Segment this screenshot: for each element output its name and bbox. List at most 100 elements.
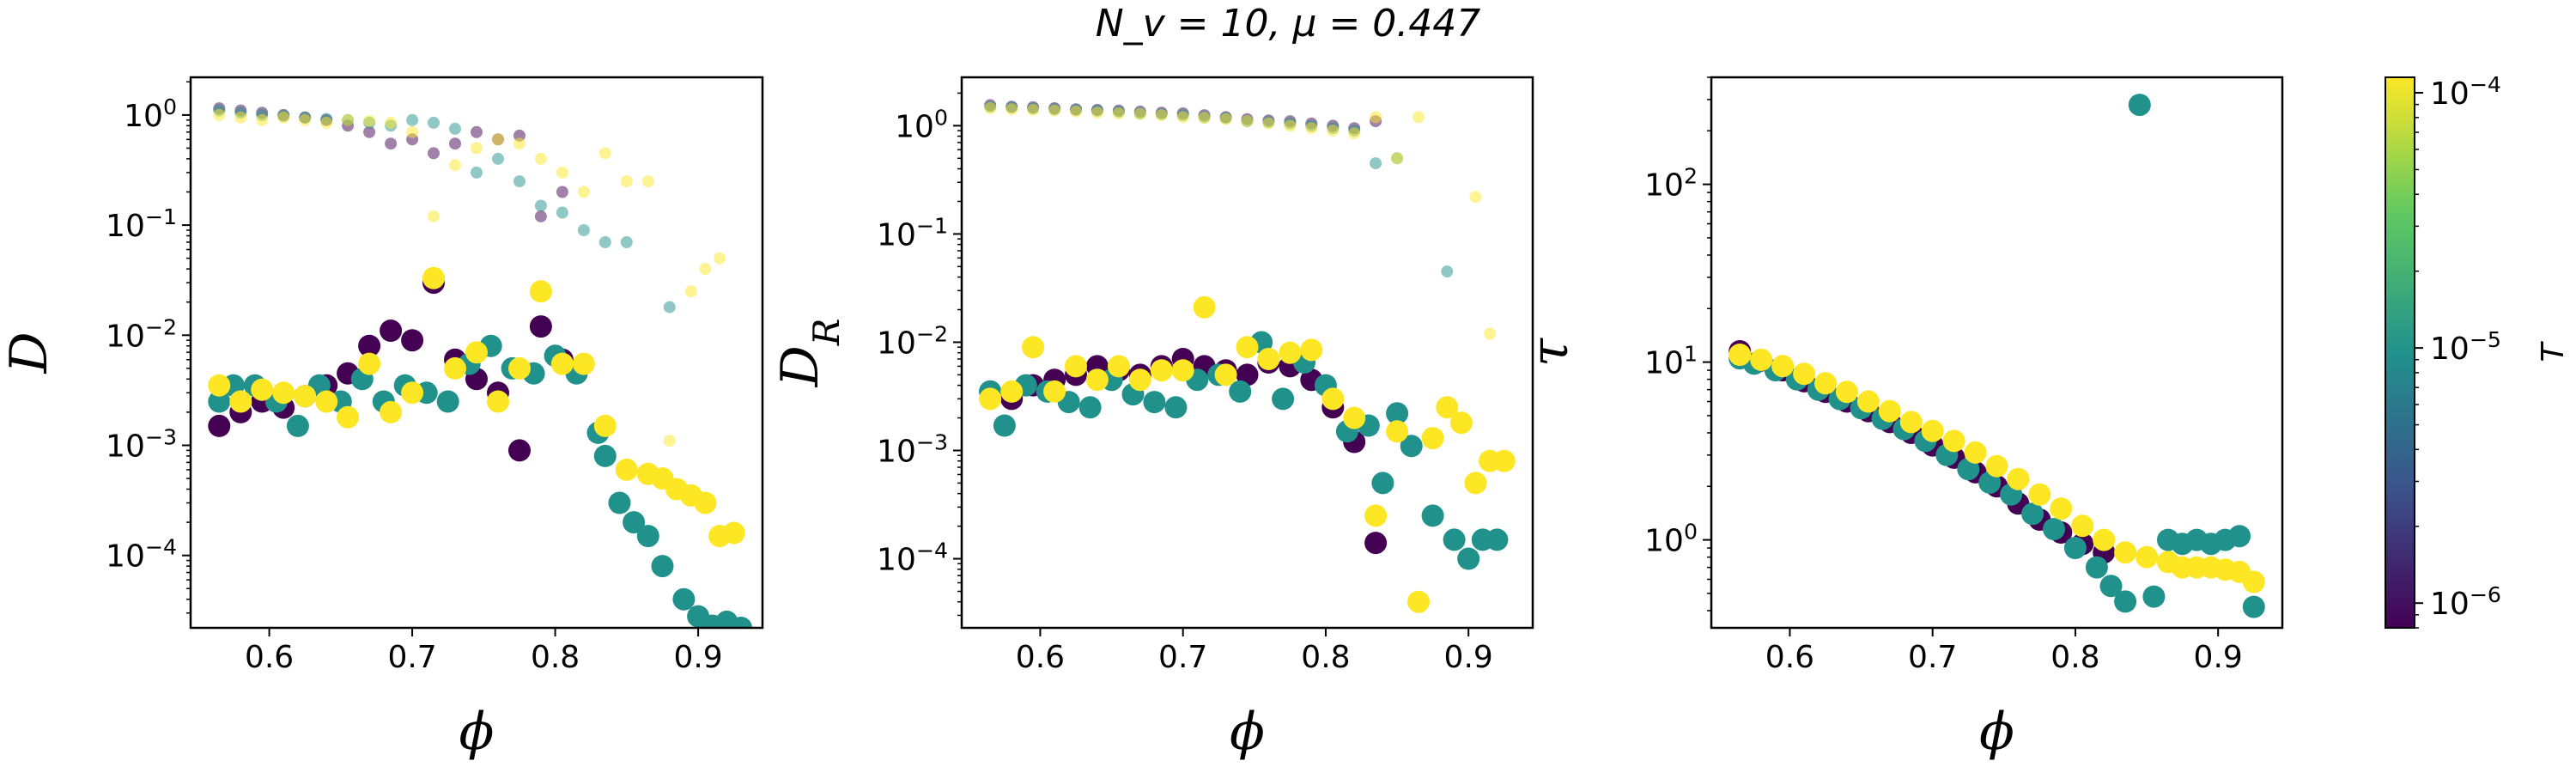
data-point: [1469, 191, 1482, 204]
data-point: [1436, 396, 1459, 419]
data-point: [2085, 556, 2108, 579]
data-point: [1391, 152, 1404, 165]
scatter-panel-1: 0.6 0.7 0.8 0.9 10−4 10−3 10−2 10−1 100 ϕ D: [0, 76, 764, 762]
data-point: [684, 285, 697, 298]
data-point: [620, 175, 633, 188]
data-point: [428, 210, 440, 222]
x-tick-label: 0.7: [1908, 640, 1957, 675]
data-point: [1421, 504, 1444, 527]
data-point: [1155, 109, 1168, 122]
colorbar-tick-label: 10−4: [2430, 72, 2501, 113]
data-point: [320, 116, 333, 129]
data-point: [984, 102, 997, 114]
y-tick-label: 101: [1644, 341, 1698, 381]
y-tick-label: 10−2: [877, 321, 948, 362]
data-point: [651, 555, 674, 578]
data-point: [385, 116, 398, 129]
data-point: [672, 587, 696, 611]
data-point: [2050, 497, 2073, 520]
data-point: [623, 511, 646, 534]
data-point: [1229, 380, 1252, 403]
data-point: [1262, 117, 1275, 130]
data-point: [556, 206, 568, 219]
data-point: [401, 381, 424, 405]
data-point: [1078, 396, 1102, 419]
data-point: [1005, 103, 1018, 116]
data-point: [1964, 441, 1987, 464]
data-point: [550, 352, 574, 375]
data-point: [1133, 107, 1146, 120]
data-point: [428, 147, 440, 160]
data-point: [1750, 348, 1773, 371]
y-tick-label: 10−3: [877, 429, 948, 470]
data-point: [615, 458, 638, 481]
x-tick-label: 0.9: [2194, 640, 2243, 675]
data-point: [577, 186, 590, 198]
data-point: [234, 111, 247, 124]
data-point: [385, 137, 398, 150]
data-point: [444, 356, 466, 380]
data-point: [342, 113, 355, 126]
x-tick-label: 0.8: [1301, 640, 1350, 675]
data-point: [449, 137, 461, 150]
data-point: [1364, 504, 1388, 527]
data-point: [358, 352, 381, 375]
points-group: [979, 99, 1516, 613]
data-point: [1000, 380, 1024, 403]
data-point: [337, 405, 360, 429]
data-point: [229, 390, 252, 413]
data-point: [1065, 355, 1087, 378]
data-point: [1413, 111, 1425, 124]
data-point: [593, 414, 617, 437]
data-point: [529, 280, 552, 303]
axes-frame: [1710, 76, 2284, 630]
scatter-panel-3: 0.6 0.7 0.8 0.9 100 101 102 ϕ τ: [1520, 76, 2284, 762]
data-point: [2093, 528, 2116, 551]
x-axis-label: ϕ: [459, 702, 495, 762]
data-point: [1814, 372, 1837, 395]
data-point: [449, 122, 461, 135]
data-point: [556, 166, 568, 179]
data-point: [1214, 363, 1237, 386]
data-point: [1985, 454, 2008, 478]
y-tick-label: 10−3: [106, 424, 177, 465]
data-point: [1257, 348, 1280, 370]
data-point: [1128, 368, 1151, 392]
data-point: [1878, 399, 1901, 423]
data-point: [380, 320, 403, 342]
data-point: [1219, 113, 1232, 125]
data-point: [358, 334, 381, 357]
data-point: [577, 224, 590, 236]
data-point: [1457, 547, 1480, 570]
y-axis-label: D: [0, 332, 59, 374]
x-tick-label: 0.8: [531, 640, 580, 675]
data-point: [2136, 545, 2159, 569]
data-point: [1091, 107, 1103, 119]
data-point: [208, 414, 231, 437]
data-point: [694, 491, 717, 514]
data-point: [572, 352, 595, 375]
data-point: [1421, 427, 1444, 450]
data-point: [2114, 590, 2137, 613]
data-point: [471, 166, 483, 179]
data-point: [1305, 122, 1318, 135]
colorbar-tick-label: 10−5: [2430, 327, 2501, 368]
data-point: [1300, 338, 1323, 362]
y-tick-label: 10−1: [877, 213, 948, 253]
data-point: [1386, 402, 1409, 425]
data-point: [1343, 406, 1366, 429]
data-point: [722, 521, 745, 545]
data-point: [1236, 336, 1259, 359]
data-point: [299, 113, 312, 126]
x-tick-label: 0.7: [1158, 640, 1207, 675]
data-point: [1171, 359, 1194, 382]
y-tick-label: 100: [1644, 519, 1698, 559]
data-point: [208, 374, 231, 397]
data-point: [1492, 449, 1516, 472]
data-point: [534, 152, 547, 165]
data-point: [294, 385, 317, 408]
data-point: [471, 125, 483, 138]
data-point: [492, 152, 504, 165]
data-point: [1112, 107, 1125, 119]
data-point: [1400, 435, 1423, 458]
